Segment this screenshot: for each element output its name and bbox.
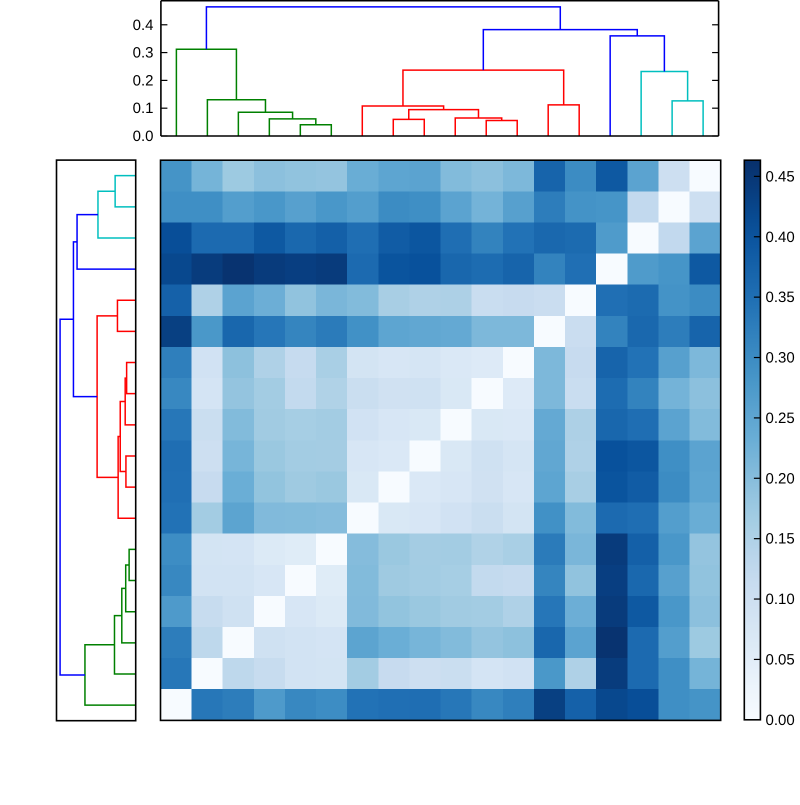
svg-text:0.10: 0.10 (766, 591, 795, 608)
svg-text:0.3: 0.3 (133, 45, 154, 62)
svg-text:0.4: 0.4 (133, 17, 154, 34)
svg-text:0.00: 0.00 (766, 712, 795, 729)
svg-text:0.45: 0.45 (766, 168, 795, 185)
svg-text:0.05: 0.05 (766, 651, 795, 668)
svg-text:0.2: 0.2 (133, 72, 154, 89)
svg-text:0.1: 0.1 (133, 100, 154, 117)
svg-text:0.20: 0.20 (766, 470, 795, 487)
svg-text:0.0: 0.0 (133, 128, 154, 145)
svg-text:0.25: 0.25 (766, 410, 795, 427)
svg-text:0.35: 0.35 (766, 289, 795, 306)
svg-text:0.40: 0.40 (766, 229, 795, 246)
svg-text:0.30: 0.30 (766, 350, 795, 367)
svg-text:0.15: 0.15 (766, 531, 795, 548)
